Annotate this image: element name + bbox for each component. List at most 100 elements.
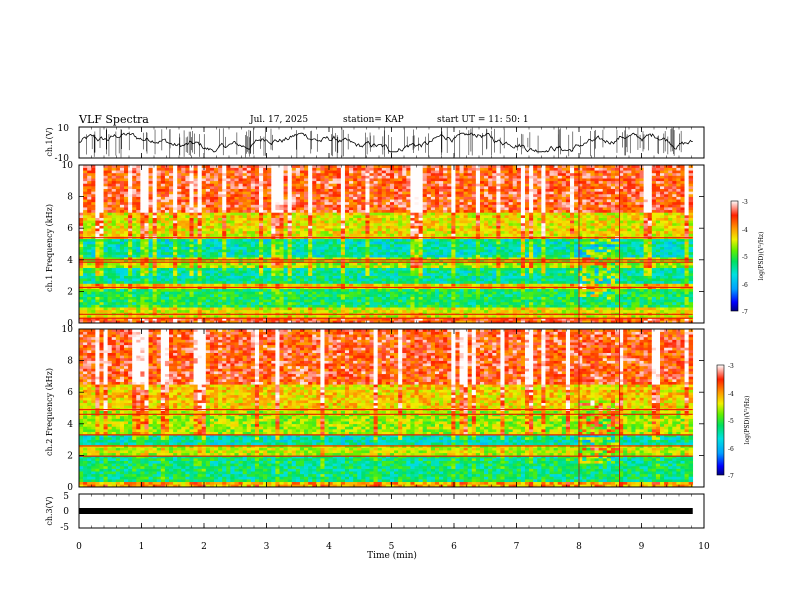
spectro-cell	[87, 225, 92, 229]
spectro-cell	[267, 191, 272, 195]
spectro-cell	[152, 272, 158, 276]
spectro-cell	[279, 228, 284, 232]
spectro-cell	[222, 215, 227, 218]
spectro-cell	[242, 207, 248, 211]
spectro-cell	[287, 320, 293, 324]
spectro-cell	[402, 170, 407, 174]
spectro-cell	[156, 270, 162, 274]
spectro-cell	[201, 175, 207, 179]
spectro-cell	[320, 193, 325, 197]
spectro-cell	[402, 191, 407, 195]
spectro-cell	[271, 183, 276, 187]
spectro-cell	[197, 249, 203, 253]
spectro-cell	[287, 175, 293, 179]
spectro-cell	[242, 301, 248, 305]
spectro-cell	[132, 246, 137, 250]
spectro-cell	[209, 241, 215, 245]
spectro-cell	[209, 233, 215, 237]
spectro-cell	[218, 233, 223, 237]
spectro-cell	[267, 241, 272, 245]
spectro-cell	[234, 167, 239, 171]
spectro-cell	[402, 238, 407, 242]
spectro-cell	[128, 201, 133, 205]
spectro-cell	[189, 257, 194, 261]
spectro-cell	[234, 283, 239, 287]
spectro-cell	[299, 193, 305, 197]
spectro-cell	[193, 165, 198, 168]
spectro-cell	[365, 299, 370, 303]
spectro-cell	[344, 267, 350, 271]
spectro-cell	[87, 304, 92, 308]
spectro-cell	[177, 267, 182, 271]
spectro-cell	[124, 291, 129, 295]
spectro-cell	[353, 254, 358, 258]
spectro-cell	[287, 299, 293, 303]
spectro-cell	[201, 259, 207, 263]
spectro-cell	[107, 251, 113, 255]
spectro-cell	[402, 199, 407, 203]
spectro-cell	[201, 201, 207, 205]
spectro-cell	[193, 249, 198, 253]
spectro-cell	[312, 299, 317, 303]
spectro-cell	[291, 270, 297, 274]
spectro-cell	[107, 246, 113, 250]
spectro-cell	[156, 178, 162, 182]
spectro-cell	[275, 315, 280, 319]
spectro-cell	[169, 254, 174, 258]
spectro-cell	[361, 278, 366, 282]
spectro-cell	[242, 167, 248, 171]
spectro-cell	[316, 186, 321, 189]
spectro-cell	[267, 170, 272, 174]
spectro-cell	[344, 193, 350, 197]
spectro-cell	[181, 191, 186, 195]
spectro-cell	[385, 241, 391, 245]
spectro-cell	[324, 257, 329, 261]
spectro-cell	[398, 241, 403, 245]
spectro-cell	[275, 244, 280, 247]
spectro-cell	[209, 204, 215, 208]
spectro-cell	[332, 294, 338, 297]
spectro-cell	[373, 215, 378, 218]
spectro-cell	[291, 262, 297, 266]
spectro-cell	[222, 207, 227, 211]
spectro-cell	[295, 233, 301, 237]
spectro-cell	[201, 212, 207, 216]
spectro-cell	[353, 201, 358, 205]
spectro-cell	[173, 188, 178, 192]
spectro-cell	[124, 249, 129, 253]
spectro-cell	[344, 167, 350, 171]
spectro-cell	[246, 228, 252, 232]
spectro-cell	[222, 270, 227, 274]
spectro-cell	[381, 301, 387, 305]
spectro-cell	[267, 254, 272, 258]
spectro-cell	[99, 278, 104, 282]
spectro-cell	[369, 246, 374, 250]
spectro-cell	[152, 233, 158, 237]
spectro-cell	[136, 193, 141, 197]
spectro-cell	[156, 196, 162, 200]
spectro-cell	[115, 307, 121, 311]
spectro-cell	[140, 251, 145, 255]
spectro-cell	[320, 317, 325, 321]
spectro-cell	[279, 254, 284, 258]
spectro-cell	[136, 222, 141, 226]
spectro-cell	[156, 172, 162, 176]
spectro-cell	[353, 267, 358, 271]
spectro-cell	[95, 170, 100, 174]
spectro-cell	[259, 315, 264, 319]
spectro-cell	[263, 196, 268, 200]
spectro-cell	[357, 207, 362, 211]
spectro-cell	[287, 257, 293, 261]
spectro-cell	[169, 207, 174, 211]
spectro-cell	[140, 217, 145, 221]
spectro-cell	[140, 199, 145, 203]
spectro-cell	[185, 180, 190, 184]
spectro-cell	[389, 309, 395, 313]
spectro-cell	[344, 307, 350, 311]
spectro-cell	[254, 196, 260, 200]
spectro-cell	[173, 172, 178, 176]
spectro-cell	[389, 304, 395, 308]
spectro-cell	[119, 204, 125, 208]
spectro-cell	[140, 301, 145, 305]
spectro-cell	[115, 270, 121, 274]
